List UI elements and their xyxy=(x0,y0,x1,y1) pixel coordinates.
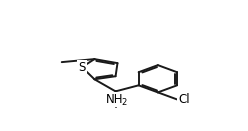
Text: S: S xyxy=(78,61,86,74)
Text: 2: 2 xyxy=(121,98,126,107)
Text: Cl: Cl xyxy=(178,93,190,106)
Text: NH: NH xyxy=(106,93,123,106)
